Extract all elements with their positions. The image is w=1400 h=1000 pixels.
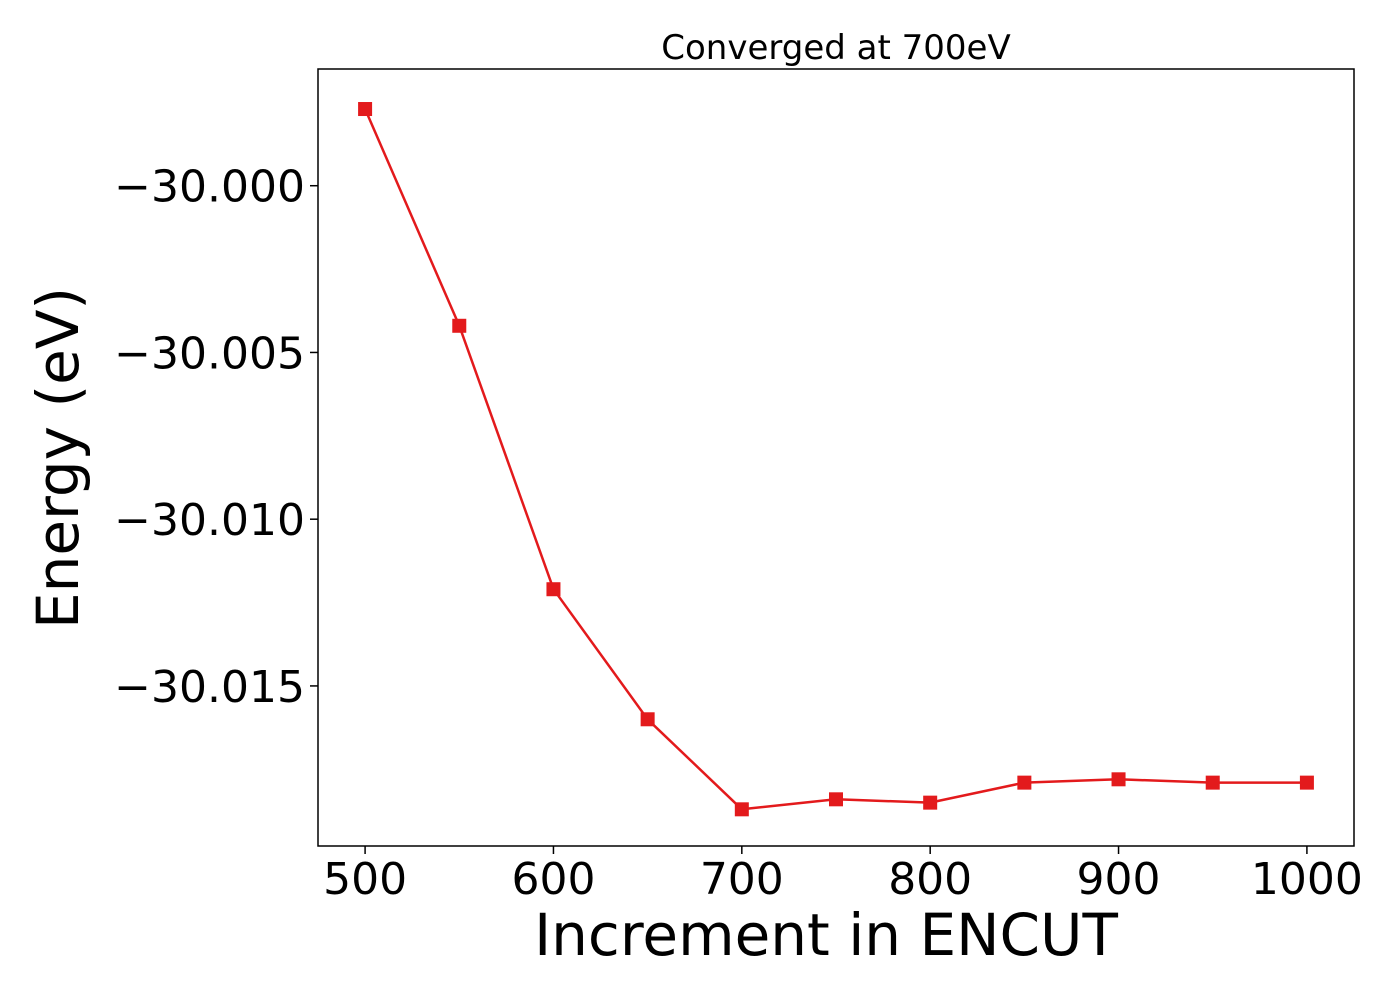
y-tick-label: −30.005 (114, 328, 305, 379)
x-tick-label: 1000 (1251, 854, 1363, 905)
data-point-marker (1017, 775, 1032, 790)
y-tick-label: −30.015 (114, 662, 305, 713)
x-tick-label: 500 (323, 854, 407, 905)
y-axis-label: Energy (eV) (24, 287, 92, 629)
x-tick-label: 800 (888, 854, 972, 905)
x-axis-label: Increment in ENCUT (534, 901, 1118, 969)
data-point-marker (546, 582, 561, 597)
x-tick-label: 600 (511, 854, 595, 905)
y-tick-label: −30.010 (114, 495, 305, 546)
data-point-marker (1299, 775, 1314, 790)
data-point-marker (923, 795, 938, 810)
x-tick-label: 900 (1077, 854, 1161, 905)
axes-frame (317, 68, 1355, 847)
x-axis-ticks: 500 600 700 800 900 1000 (323, 846, 1363, 905)
data-point-marker (640, 712, 655, 727)
data-point-marker (452, 318, 467, 333)
plot-area (358, 102, 1314, 817)
chart-title: Converged at 700eV (661, 28, 1010, 68)
data-point-marker (734, 802, 749, 817)
y-axis-ticks: −30.000 −30.005 −30.010 −30.015 (114, 162, 318, 713)
data-point-marker (829, 792, 843, 807)
x-tick-label: 700 (700, 854, 784, 905)
data-point-marker (358, 102, 373, 117)
y-tick-label: −30.000 (114, 162, 305, 213)
data-point-marker (1205, 775, 1220, 790)
data-point-marker (1111, 772, 1126, 787)
